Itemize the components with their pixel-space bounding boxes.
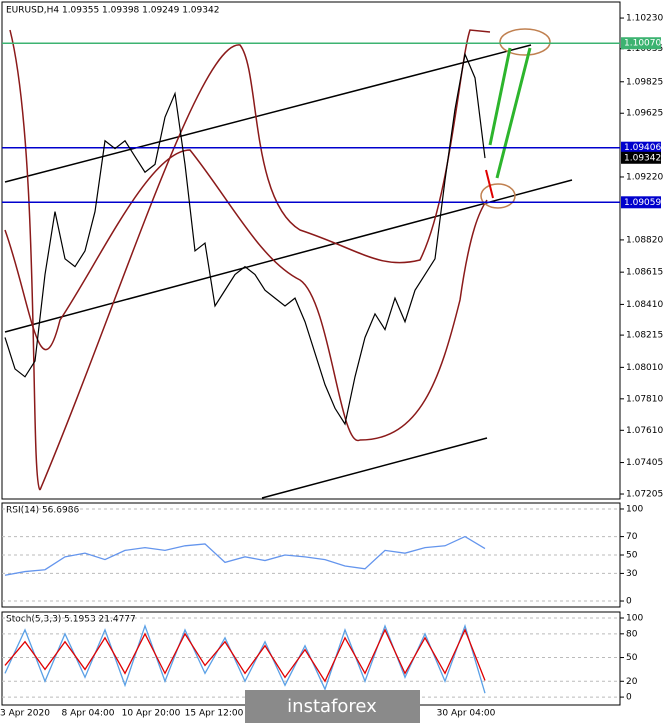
y-tick-label: 1.07810 <box>626 394 663 404</box>
y-tick-label: 0 <box>626 693 632 703</box>
y-tick-label: 30 <box>626 569 638 579</box>
y-tick-label: 100 <box>626 614 643 624</box>
down-arrow <box>485 169 494 199</box>
last-price-label: 1.09342 <box>624 153 661 163</box>
series-line <box>4 535 486 576</box>
channel-lower <box>4 179 573 333</box>
support-ellipse <box>480 183 516 209</box>
y-tick-label: 50 <box>626 653 638 663</box>
stoch-title: Stoch(5,3,3) 5.1953 21.4777 <box>6 615 136 625</box>
level-label: 1.09059 <box>624 198 661 208</box>
target-ellipse <box>499 28 551 56</box>
up-arrows <box>488 47 532 179</box>
x-tick-label: 15 Apr 12:00 <box>185 709 244 719</box>
y-tick-label: 1.07405 <box>626 458 663 468</box>
series-line <box>4 628 486 683</box>
y-tick-label: 80 <box>626 629 638 639</box>
y-tick-label: 1.10035 <box>626 44 663 54</box>
level-tag <box>621 141 661 154</box>
annotations <box>4 28 573 499</box>
y-tick-label: 20 <box>626 677 638 687</box>
main-panel <box>1 1 621 500</box>
y-tick-label: 1.07205 <box>626 490 663 500</box>
trend-line <box>261 437 488 499</box>
level-label: 1.10070 <box>624 39 661 49</box>
y-tick-label: 1.09825 <box>626 77 663 87</box>
rsi-title: RSI(14) 56.6986 <box>6 506 79 516</box>
watermark: instaforex <box>287 696 377 717</box>
y-tick-label: 50 <box>626 551 638 561</box>
level-tag <box>621 196 661 209</box>
y-tick-label: 1.09220 <box>626 172 663 182</box>
last-price-tag <box>621 151 661 164</box>
level-tag <box>621 37 661 50</box>
chart-title: EURUSD,H4 1.09355 1.09398 1.09249 1.0934… <box>6 6 219 16</box>
y-tick-label: 1.08615 <box>626 268 663 278</box>
band-lower <box>4 149 488 441</box>
y-tick-label: 70 <box>626 532 638 542</box>
x-tick-label: 10 Apr 20:00 <box>122 709 181 719</box>
level-label: 1.09406 <box>624 143 661 153</box>
series-line <box>4 623 486 694</box>
x-tick-label: 8 Apr 04:00 <box>62 709 115 719</box>
y-tick-label: 0 <box>626 597 632 607</box>
band-upper <box>9 29 491 491</box>
y-tick-label: 1.08410 <box>626 300 663 310</box>
y-tick-label: 1.08820 <box>626 235 663 245</box>
x-tick-label: 30 Apr 04:00 <box>437 709 496 719</box>
y-tick-label: 100 <box>626 504 643 514</box>
channel-upper <box>4 44 532 183</box>
y-tick-label: 1.08215 <box>626 331 663 341</box>
y-tick-label: 1.08010 <box>626 363 663 373</box>
y-tick-label: 1.09625 <box>626 109 663 119</box>
x-tick-label: 3 Apr 2020 <box>0 709 50 719</box>
y-tick-label: 1.10230 <box>626 14 663 24</box>
series-line <box>4 52 486 426</box>
y-tick-label: 1.07610 <box>626 426 663 436</box>
watermark-box <box>245 690 420 723</box>
